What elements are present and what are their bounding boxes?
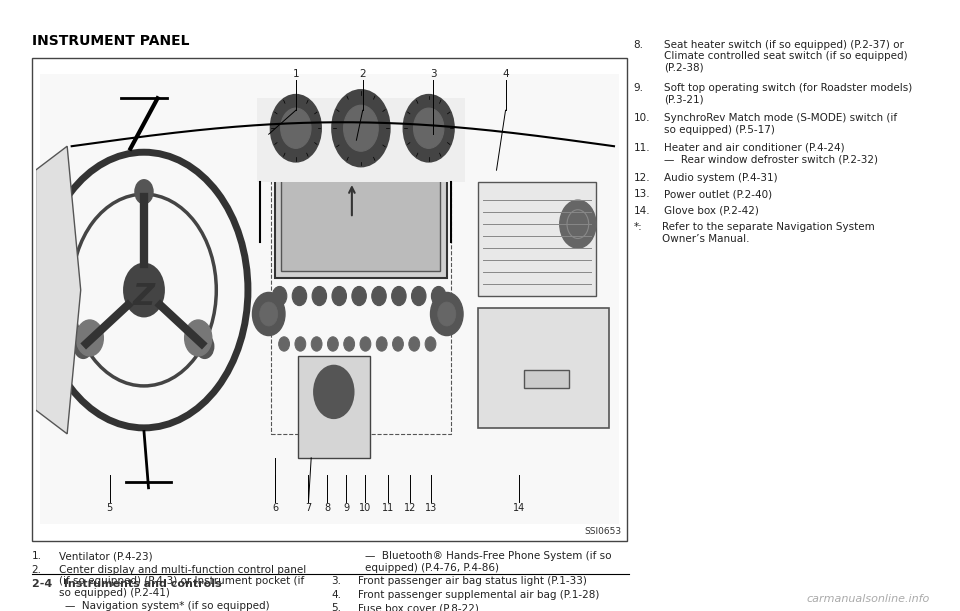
Bar [32,58,627,541]
Text: Refer to the separate Navigation System
Owner’s Manual.: Refer to the separate Navigation System … [662,222,876,244]
Text: Ventilator (P.4-23): Ventilator (P.4-23) [59,551,153,561]
Circle shape [292,287,306,306]
Circle shape [273,287,287,306]
Text: 12: 12 [403,503,416,513]
Text: 8: 8 [324,503,330,513]
Text: Glove box (P.2-42): Glove box (P.2-42) [664,206,759,216]
Circle shape [196,334,214,359]
Circle shape [344,337,354,351]
Text: 11: 11 [382,503,395,513]
Bar [478,308,610,428]
Circle shape [344,105,378,152]
Circle shape [76,320,104,356]
Circle shape [560,200,596,248]
Circle shape [184,320,212,356]
Text: carmanualsonline.info: carmanualsonline.info [806,594,929,604]
Text: 14: 14 [513,503,525,513]
Text: 2.: 2. [32,565,41,574]
Text: 5.: 5. [331,603,341,611]
Text: 13.: 13. [634,189,650,199]
Circle shape [352,287,367,306]
Text: 2: 2 [359,69,366,79]
Circle shape [393,337,403,351]
Text: 3: 3 [430,69,437,79]
Text: 10.: 10. [634,113,650,123]
Text: 6: 6 [272,503,278,513]
Text: 5: 5 [107,503,112,513]
Text: SynchroRev Match mode (S-MODE) switch (if
so equipped) (P.5-17): SynchroRev Match mode (S-MODE) switch (i… [664,113,898,134]
Circle shape [403,95,454,162]
Circle shape [271,95,322,162]
Text: 9: 9 [344,503,349,513]
Circle shape [332,287,347,306]
Text: 11.: 11. [634,143,650,153]
Circle shape [430,293,463,335]
Text: 14.: 14. [634,206,650,216]
Circle shape [376,337,387,351]
Text: Fuse box cover (P.8-22): Fuse box cover (P.8-22) [358,603,479,611]
Circle shape [314,365,353,419]
Text: 9.: 9. [634,83,643,93]
Polygon shape [36,146,81,434]
Text: 3.: 3. [331,576,341,586]
Text: Center display and multi-function control panel
(if so equipped) (P.4-3) or Inst: Center display and multi-function contro… [59,565,306,598]
Circle shape [135,180,153,203]
Text: INSTRUMENT PANEL: INSTRUMENT PANEL [32,34,189,48]
Bar [276,134,446,278]
Text: 1: 1 [293,69,300,79]
Circle shape [360,337,371,351]
Bar [257,98,465,182]
Text: Z: Z [132,282,156,310]
Circle shape [74,334,92,359]
Circle shape [280,108,311,148]
Circle shape [278,337,290,351]
Text: Front passenger air bag status light (P.1-33): Front passenger air bag status light (P.… [358,576,587,586]
Text: —  Bluetooth® Hands-Free Phone System (if so
equipped) (P.4-76, P.4-86): — Bluetooth® Hands-Free Phone System (if… [365,551,612,573]
Circle shape [260,302,277,326]
Circle shape [332,90,390,167]
Circle shape [438,302,456,326]
Bar [523,370,569,389]
Text: Audio system (P.4-31): Audio system (P.4-31) [664,173,778,183]
Text: 13: 13 [425,503,438,513]
Circle shape [295,337,306,351]
Text: Front passenger supplemental air bag (P.1-28): Front passenger supplemental air bag (P.… [358,590,599,599]
Circle shape [311,337,322,351]
Bar [271,116,451,434]
Bar [281,141,441,271]
Text: Power outlet (P.2-40): Power outlet (P.2-40) [664,189,773,199]
Circle shape [327,337,338,351]
Circle shape [409,337,420,351]
Text: 4: 4 [502,69,509,79]
Circle shape [414,108,444,148]
Circle shape [412,287,426,306]
Circle shape [312,287,326,306]
Text: —  Navigation system* (if so equipped): — Navigation system* (if so equipped) [65,601,270,611]
Bar [478,182,596,296]
Text: Heater and air conditioner (P.4-24)
—  Rear window defroster switch (P.2-32): Heater and air conditioner (P.4-24) — Re… [664,143,878,164]
Text: 4.: 4. [331,590,341,599]
Text: Seat heater switch (if so equipped) (P.2-37) or
Climate controlled seat switch (: Seat heater switch (if so equipped) (P.2… [664,40,908,73]
Circle shape [252,293,285,335]
Text: SSI0653: SSI0653 [584,527,621,536]
Circle shape [425,337,436,351]
Text: 7: 7 [305,503,312,513]
Text: *:: *: [634,222,642,232]
Circle shape [431,287,445,306]
Circle shape [124,264,164,316]
Text: 8.: 8. [634,40,643,49]
Circle shape [392,287,406,306]
Bar [298,356,370,458]
Text: 2-4   Instruments and controls: 2-4 Instruments and controls [32,579,222,589]
Circle shape [372,287,386,306]
Text: Soft top operating switch (for Roadster models)
(P.3-21): Soft top operating switch (for Roadster … [664,83,913,104]
Text: 10: 10 [359,503,372,513]
Text: 12.: 12. [634,173,650,183]
Text: 1.: 1. [32,551,41,561]
